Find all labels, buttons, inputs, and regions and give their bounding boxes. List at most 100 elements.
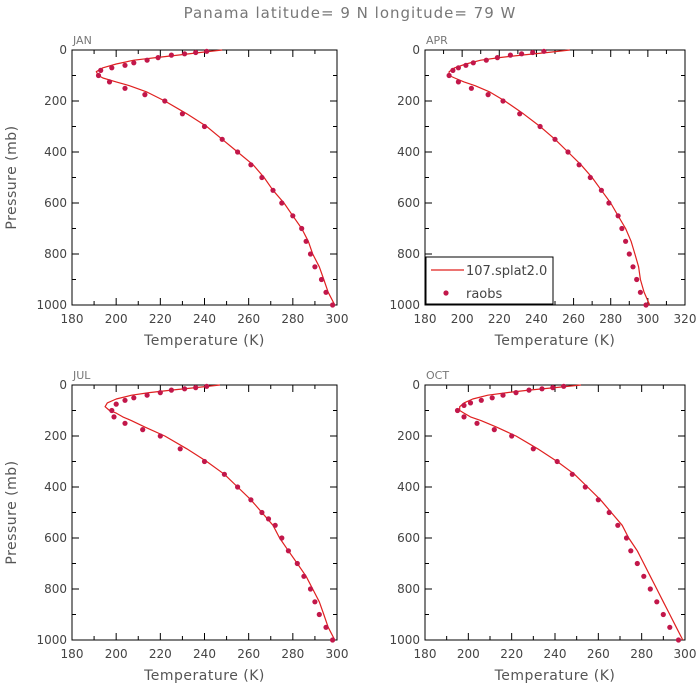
- raobs-point: [598, 187, 605, 193]
- x-tick-label: 200: [457, 647, 480, 661]
- x-tick-label: 220: [488, 312, 511, 326]
- raobs-point: [316, 611, 322, 618]
- raobs-point: [285, 548, 291, 554]
- raobs-point: [470, 60, 476, 66]
- raobs-point: [179, 111, 185, 117]
- y-axis-label: Pressure (mb): [4, 125, 20, 229]
- raobs-point: [303, 238, 309, 244]
- raobs-point: [468, 85, 474, 91]
- raobs-point: [182, 386, 188, 392]
- raobs-point: [450, 67, 456, 73]
- raobs-point: [587, 174, 593, 181]
- y-tick-label: 1000: [389, 633, 420, 647]
- y-tick-label: 600: [397, 531, 420, 545]
- figure-title: Panama latitude= 9 N longitude= 79 W: [184, 4, 517, 22]
- y-tick-label: 800: [44, 582, 67, 596]
- y-tick-label: 400: [397, 145, 420, 159]
- y-tick-label: 200: [44, 94, 67, 108]
- model-line: [459, 384, 684, 641]
- raobs-point: [530, 49, 536, 56]
- raobs-point: [182, 51, 188, 57]
- raobs-point: [279, 200, 285, 206]
- raobs-point: [463, 62, 469, 68]
- raobs-point: [647, 586, 653, 592]
- raobs-point: [109, 407, 115, 414]
- raobs-point: [530, 446, 536, 452]
- x-tick-label: 240: [525, 312, 548, 326]
- raobs-point: [323, 289, 329, 295]
- raobs-point: [259, 509, 265, 516]
- x-tick-label: 300: [326, 647, 349, 661]
- y-tick-label: 1000: [36, 298, 67, 312]
- raobs-point: [106, 79, 113, 85]
- raobs-point: [122, 85, 128, 91]
- raobs-point: [500, 392, 506, 398]
- x-tick-label: 260: [237, 312, 260, 326]
- raobs-point: [565, 149, 571, 155]
- raobs-point: [193, 49, 199, 56]
- panel-title: APR: [426, 34, 448, 47]
- x-tick-label: 280: [630, 647, 653, 661]
- raobs-point: [307, 586, 314, 592]
- raobs-point: [95, 72, 102, 79]
- raobs-point: [606, 509, 612, 516]
- raobs-point: [455, 65, 461, 71]
- x-tick-label: 200: [451, 312, 474, 326]
- x-tick-label: 200: [105, 312, 128, 326]
- raobs-point: [168, 387, 174, 393]
- raobs-point: [637, 289, 644, 295]
- raobs-point: [576, 162, 582, 168]
- x-tick-label: 220: [500, 647, 523, 661]
- raobs-point: [204, 383, 210, 389]
- x-tick-label: 180: [414, 647, 437, 661]
- raobs-point: [122, 397, 128, 403]
- raobs-point: [552, 136, 558, 142]
- plot-frame: [71, 49, 338, 306]
- panel-apr: APR 180 200 220 240 260 280 300 320 0 200 400 600 800…: [389, 34, 696, 349]
- x-tick-label: 240: [544, 647, 567, 661]
- raobs-point: [204, 48, 210, 54]
- raobs-point: [235, 149, 241, 155]
- raobs-point: [193, 385, 199, 391]
- raobs-point: [155, 55, 161, 61]
- raobs-point: [537, 123, 543, 130]
- raobs-point: [454, 407, 461, 414]
- raobs-point: [643, 302, 649, 308]
- panel-oct: OCT 180 200 220 240 260 280 300 0 200 400 600 800 100…: [389, 369, 696, 684]
- x-tick-label: 180: [414, 312, 437, 326]
- raobs-point: [595, 497, 601, 503]
- raobs-point: [140, 427, 146, 433]
- panel-jan: JAN 180 200 220 240 260 280 300 0 200 400 600 800 100…: [4, 34, 348, 349]
- raobs-point: [623, 535, 630, 541]
- x-tick-label: 260: [562, 312, 585, 326]
- raobs-point: [509, 433, 515, 439]
- raobs-point: [478, 397, 484, 403]
- raobs-point: [483, 57, 489, 63]
- raobs-point: [667, 624, 673, 630]
- raobs-point: [628, 548, 634, 554]
- y-tick-label: 600: [44, 196, 67, 210]
- raobs-point: [550, 385, 556, 391]
- raobs-point: [248, 497, 254, 503]
- raobs-point: [122, 420, 128, 426]
- raobs-point: [157, 433, 163, 439]
- raobs-point: [142, 92, 148, 98]
- raobs-point: [235, 484, 241, 490]
- x-axis-label: Temperature (K): [143, 333, 265, 349]
- x-tick-label: 260: [237, 647, 260, 661]
- raobs-point: [318, 276, 325, 283]
- panel-jul: JUL 180 200 220 240 260 280 300 0 200 400 600 800 100…: [4, 369, 348, 684]
- raobs-point: [660, 611, 666, 618]
- raobs-point: [113, 401, 119, 407]
- raobs-point: [582, 484, 588, 490]
- raobs-point: [301, 573, 307, 579]
- x-tick-label: 180: [61, 312, 84, 326]
- plot-frame: [424, 384, 686, 641]
- raobs-point: [201, 123, 208, 130]
- raobs-point: [248, 162, 254, 168]
- raobs-point: [294, 560, 300, 567]
- x-tick-label: 260: [587, 647, 610, 661]
- raobs-point: [675, 637, 682, 643]
- raobs-point: [270, 187, 276, 193]
- x-axis-label: Temperature (K): [143, 668, 265, 684]
